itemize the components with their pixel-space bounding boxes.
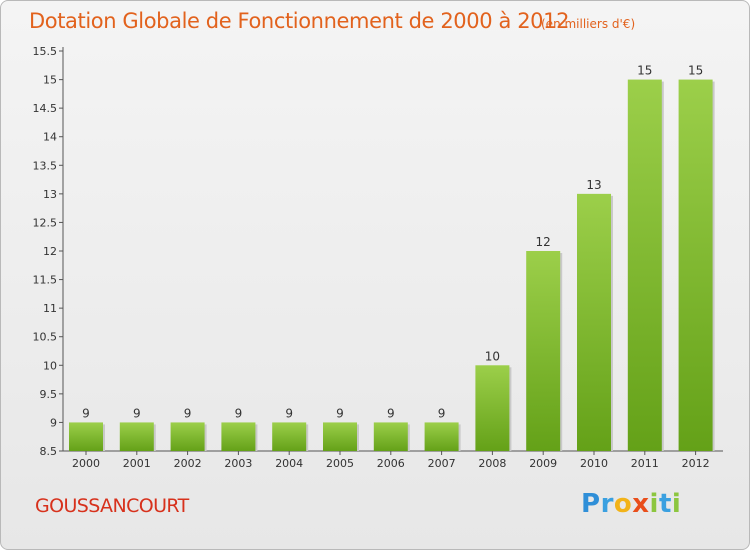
data-label: 9 (285, 406, 293, 420)
bar (627, 79, 662, 452)
bar (272, 422, 307, 451)
y-tick-label: 12.5 (33, 216, 58, 229)
y-tick-label: 8.5 (40, 445, 58, 458)
y-tick-label: 15 (43, 74, 57, 87)
bar (424, 422, 459, 451)
data-label: 9 (438, 406, 446, 420)
data-label: 9 (184, 406, 192, 420)
bar (577, 193, 611, 451)
bar (170, 422, 205, 451)
data-label: 9 (82, 406, 90, 420)
data-label: 15 (637, 64, 652, 78)
logo-letter: o (613, 489, 633, 519)
logo-letter: t (658, 489, 672, 519)
y-tick-label: 9.5 (40, 388, 58, 401)
data-label: 9 (133, 406, 141, 420)
logo-letter: r (600, 489, 614, 519)
proxiti-logo: Proxiti (581, 489, 681, 519)
y-tick-label: 9 (50, 416, 57, 429)
bar (69, 422, 103, 451)
data-label: 13 (586, 178, 601, 192)
x-tick-label: 2007 (428, 457, 456, 470)
y-tick-label: 13 (43, 188, 57, 201)
y-tick-label: 11 (43, 302, 57, 315)
bar (678, 79, 713, 452)
data-label: 10 (485, 349, 500, 363)
logo-letter: x (632, 489, 650, 519)
y-tick-label: 11.5 (33, 274, 58, 287)
chart-title: Dotation Globale de Fonctionnement de 20… (29, 9, 570, 33)
bar (526, 251, 561, 451)
x-tick-label: 2000 (72, 457, 100, 470)
y-tick-label: 14.5 (33, 102, 58, 115)
y-tick-label: 10.5 (33, 331, 58, 344)
x-tick-label: 2009 (529, 457, 557, 470)
x-tick-label: 2006 (377, 457, 405, 470)
bar (373, 422, 408, 451)
chart-axes: 8.5 9 9.5 10 10.5 11 11.5 12 12.5 13 13.5 14 14.5 15 1… (33, 45, 723, 458)
y-tick-label: 10 (43, 359, 57, 372)
x-tick-label: 2004 (275, 457, 303, 470)
x-tick-label: 2011 (631, 457, 659, 470)
bar (475, 365, 510, 451)
commune-name: GOUSSANCOURT (35, 495, 189, 517)
y-tick-label: 13.5 (33, 159, 58, 172)
x-tick-label: 2002 (174, 457, 202, 470)
x-tick-label: 2005 (326, 457, 354, 470)
chart-subtitle: (en milliers d'€) (541, 17, 636, 31)
x-tick-label: 2001 (123, 457, 151, 470)
bar (221, 422, 256, 451)
y-tick-label: 12 (43, 245, 57, 258)
y-tick-label: 14 (43, 131, 57, 144)
chart-bars (69, 79, 715, 452)
x-tick-label: 2008 (478, 457, 506, 470)
bar (119, 422, 154, 451)
x-tick-label: 2012 (682, 457, 710, 470)
chart-labels: 2000 9 2001 9 2002 9 2003 9 2004 9 2005 9 2006 9 2007 9… (72, 64, 710, 470)
data-label: 9 (336, 406, 344, 420)
y-tick-label: 15.5 (33, 45, 58, 58)
data-label: 9 (235, 406, 243, 420)
x-tick-label: 2003 (224, 457, 252, 470)
data-label: 15 (688, 64, 703, 78)
logo-letter: P (581, 489, 601, 519)
logo-letter: i (671, 489, 682, 519)
logo-letter: i (649, 489, 659, 519)
x-tick-label: 2010 (580, 457, 608, 470)
bar (323, 422, 357, 451)
data-label: 12 (536, 235, 551, 249)
data-label: 9 (387, 406, 395, 420)
